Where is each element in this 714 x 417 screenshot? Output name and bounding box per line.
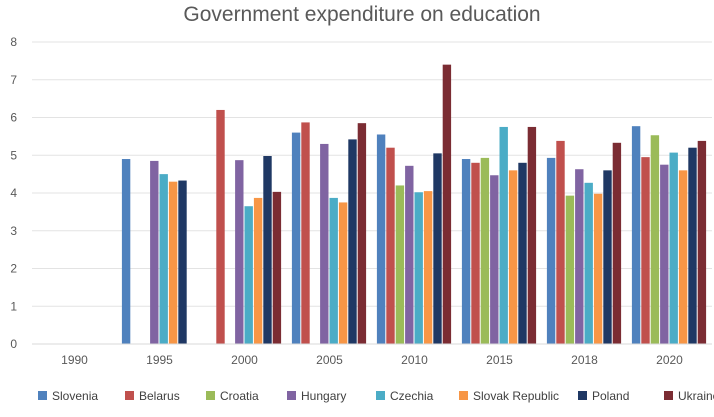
x-tick-label: 2005 [316, 353, 343, 367]
legend-swatch [459, 391, 468, 400]
bar-ukraine-2010 [442, 64, 452, 345]
bar-slovak-republic-2018 [593, 193, 603, 344]
bar-ukraine-2018 [612, 142, 622, 344]
bar-czechia-2020 [669, 152, 678, 344]
bar-hungary-2020 [660, 164, 669, 344]
bar-croatia-2010 [395, 185, 405, 344]
x-axis-ticks: 1990 1995 2000 2005 2010 2015 2018 2020 [61, 353, 683, 367]
legend-label: Poland [592, 389, 629, 403]
bar-poland-2005 [348, 139, 357, 344]
legend-swatch [578, 391, 587, 400]
bar-czechia-2018 [584, 182, 593, 344]
legend-item: Belarus [125, 389, 180, 403]
legend-item: Slovenia [38, 389, 98, 403]
legend-label: Czechia [390, 389, 434, 403]
x-tick-label: 2018 [571, 353, 598, 367]
bar-croatia-2020 [650, 135, 660, 344]
y-tick-label: 4 [10, 186, 17, 200]
bar-belarus-2000 [216, 109, 225, 344]
bar-czechia-2005 [329, 197, 338, 344]
bar-belarus-2018 [556, 140, 565, 344]
legend-swatch [206, 391, 215, 400]
bar-hungary-2000 [235, 160, 244, 344]
bar-ukraine-2015 [527, 126, 537, 344]
bar-hungary-2005 [320, 143, 329, 344]
legend-label: Slovak Republic [473, 389, 559, 403]
legend-item: Hungary [287, 389, 346, 403]
bar-hungary-2010 [405, 165, 414, 344]
bar-hungary-2018 [575, 169, 584, 344]
bar-belarus-2020 [641, 157, 650, 344]
legend-swatch [664, 391, 673, 400]
bar-ukraine-2000 [272, 191, 282, 344]
legend-swatch [125, 391, 134, 400]
bar-slovenia-1995 [121, 159, 131, 344]
x-tick-label: 2010 [401, 353, 428, 367]
y-tick-label: 5 [10, 148, 17, 162]
bar-croatia-2018 [565, 195, 575, 344]
bar-slovak-republic-2000 [253, 197, 263, 344]
y-tick-label: 0 [10, 337, 17, 351]
y-tick-label: 8 [10, 35, 17, 49]
y-tick-label: 2 [10, 262, 17, 276]
bar-croatia-2015 [480, 157, 490, 344]
bar-czechia-1995 [159, 174, 168, 344]
bar-belarus-2010 [386, 147, 395, 344]
x-tick-label: 1990 [61, 353, 88, 367]
bar-belarus-2015 [471, 162, 480, 344]
legend-item: Czechia [376, 389, 434, 403]
bar-ukraine-2020 [697, 140, 707, 344]
bar-poland-1995 [178, 180, 187, 344]
x-tick-label: 1995 [146, 353, 173, 367]
legend-label: Ukraine [678, 389, 714, 403]
x-tick-label: 2015 [486, 353, 513, 367]
legend-label: Belarus [139, 389, 180, 403]
bar-poland-2000 [263, 156, 272, 344]
bar-belarus-2005 [301, 122, 310, 344]
legend-label: Croatia [220, 389, 259, 403]
bar-slovenia-2018 [546, 157, 556, 344]
y-tick-label: 6 [10, 111, 17, 125]
bar-poland-2018 [603, 170, 612, 344]
chart-title: Government expenditure on education [183, 3, 540, 26]
y-tick-label: 3 [10, 224, 17, 238]
bar-ukraine-2005 [357, 123, 367, 344]
legend-swatch [287, 391, 296, 400]
legend-label: Slovenia [52, 389, 98, 403]
legend-item: Slovak Republic [459, 389, 559, 403]
bar-slovenia-2005 [291, 132, 301, 344]
bar-poland-2015 [518, 162, 527, 344]
bar-slovak-republic-2005 [338, 202, 348, 344]
bar-hungary-2015 [490, 175, 499, 344]
bar-slovenia-2015 [461, 159, 471, 344]
bar-slovak-republic-2015 [508, 170, 518, 344]
bar-czechia-2015 [499, 126, 508, 344]
legend-item: Croatia [206, 389, 259, 403]
x-tick-label: 2000 [231, 353, 258, 367]
y-tick-label: 7 [10, 73, 17, 87]
bar-czechia-2010 [414, 192, 423, 344]
bar-slovak-republic-1995 [168, 181, 178, 344]
legend-item: Poland [578, 389, 629, 403]
legend-label: Hungary [301, 389, 346, 403]
legend-item: Ukraine [664, 389, 714, 403]
bars [121, 64, 707, 345]
legend-swatch [376, 391, 385, 400]
bar-czechia-2000 [244, 206, 253, 344]
gridlines [32, 41, 712, 307]
bar-slovak-republic-2020 [678, 170, 688, 344]
x-tick-label: 2020 [656, 353, 683, 367]
legend: Slovenia Belarus Croatia Hungary Czechia Slov… [38, 389, 714, 403]
bar-poland-2010 [433, 153, 442, 344]
bar-hungary-1995 [150, 160, 159, 344]
bar-slovenia-2020 [631, 126, 641, 345]
bar-slovak-republic-2010 [423, 191, 433, 344]
y-tick-label: 1 [10, 299, 17, 313]
y-axis-ticks: 0 1 2 3 4 5 6 7 8 [10, 35, 17, 351]
legend-swatch [38, 391, 47, 400]
bar-poland-2020 [688, 147, 697, 344]
bar-slovenia-2010 [376, 134, 386, 344]
